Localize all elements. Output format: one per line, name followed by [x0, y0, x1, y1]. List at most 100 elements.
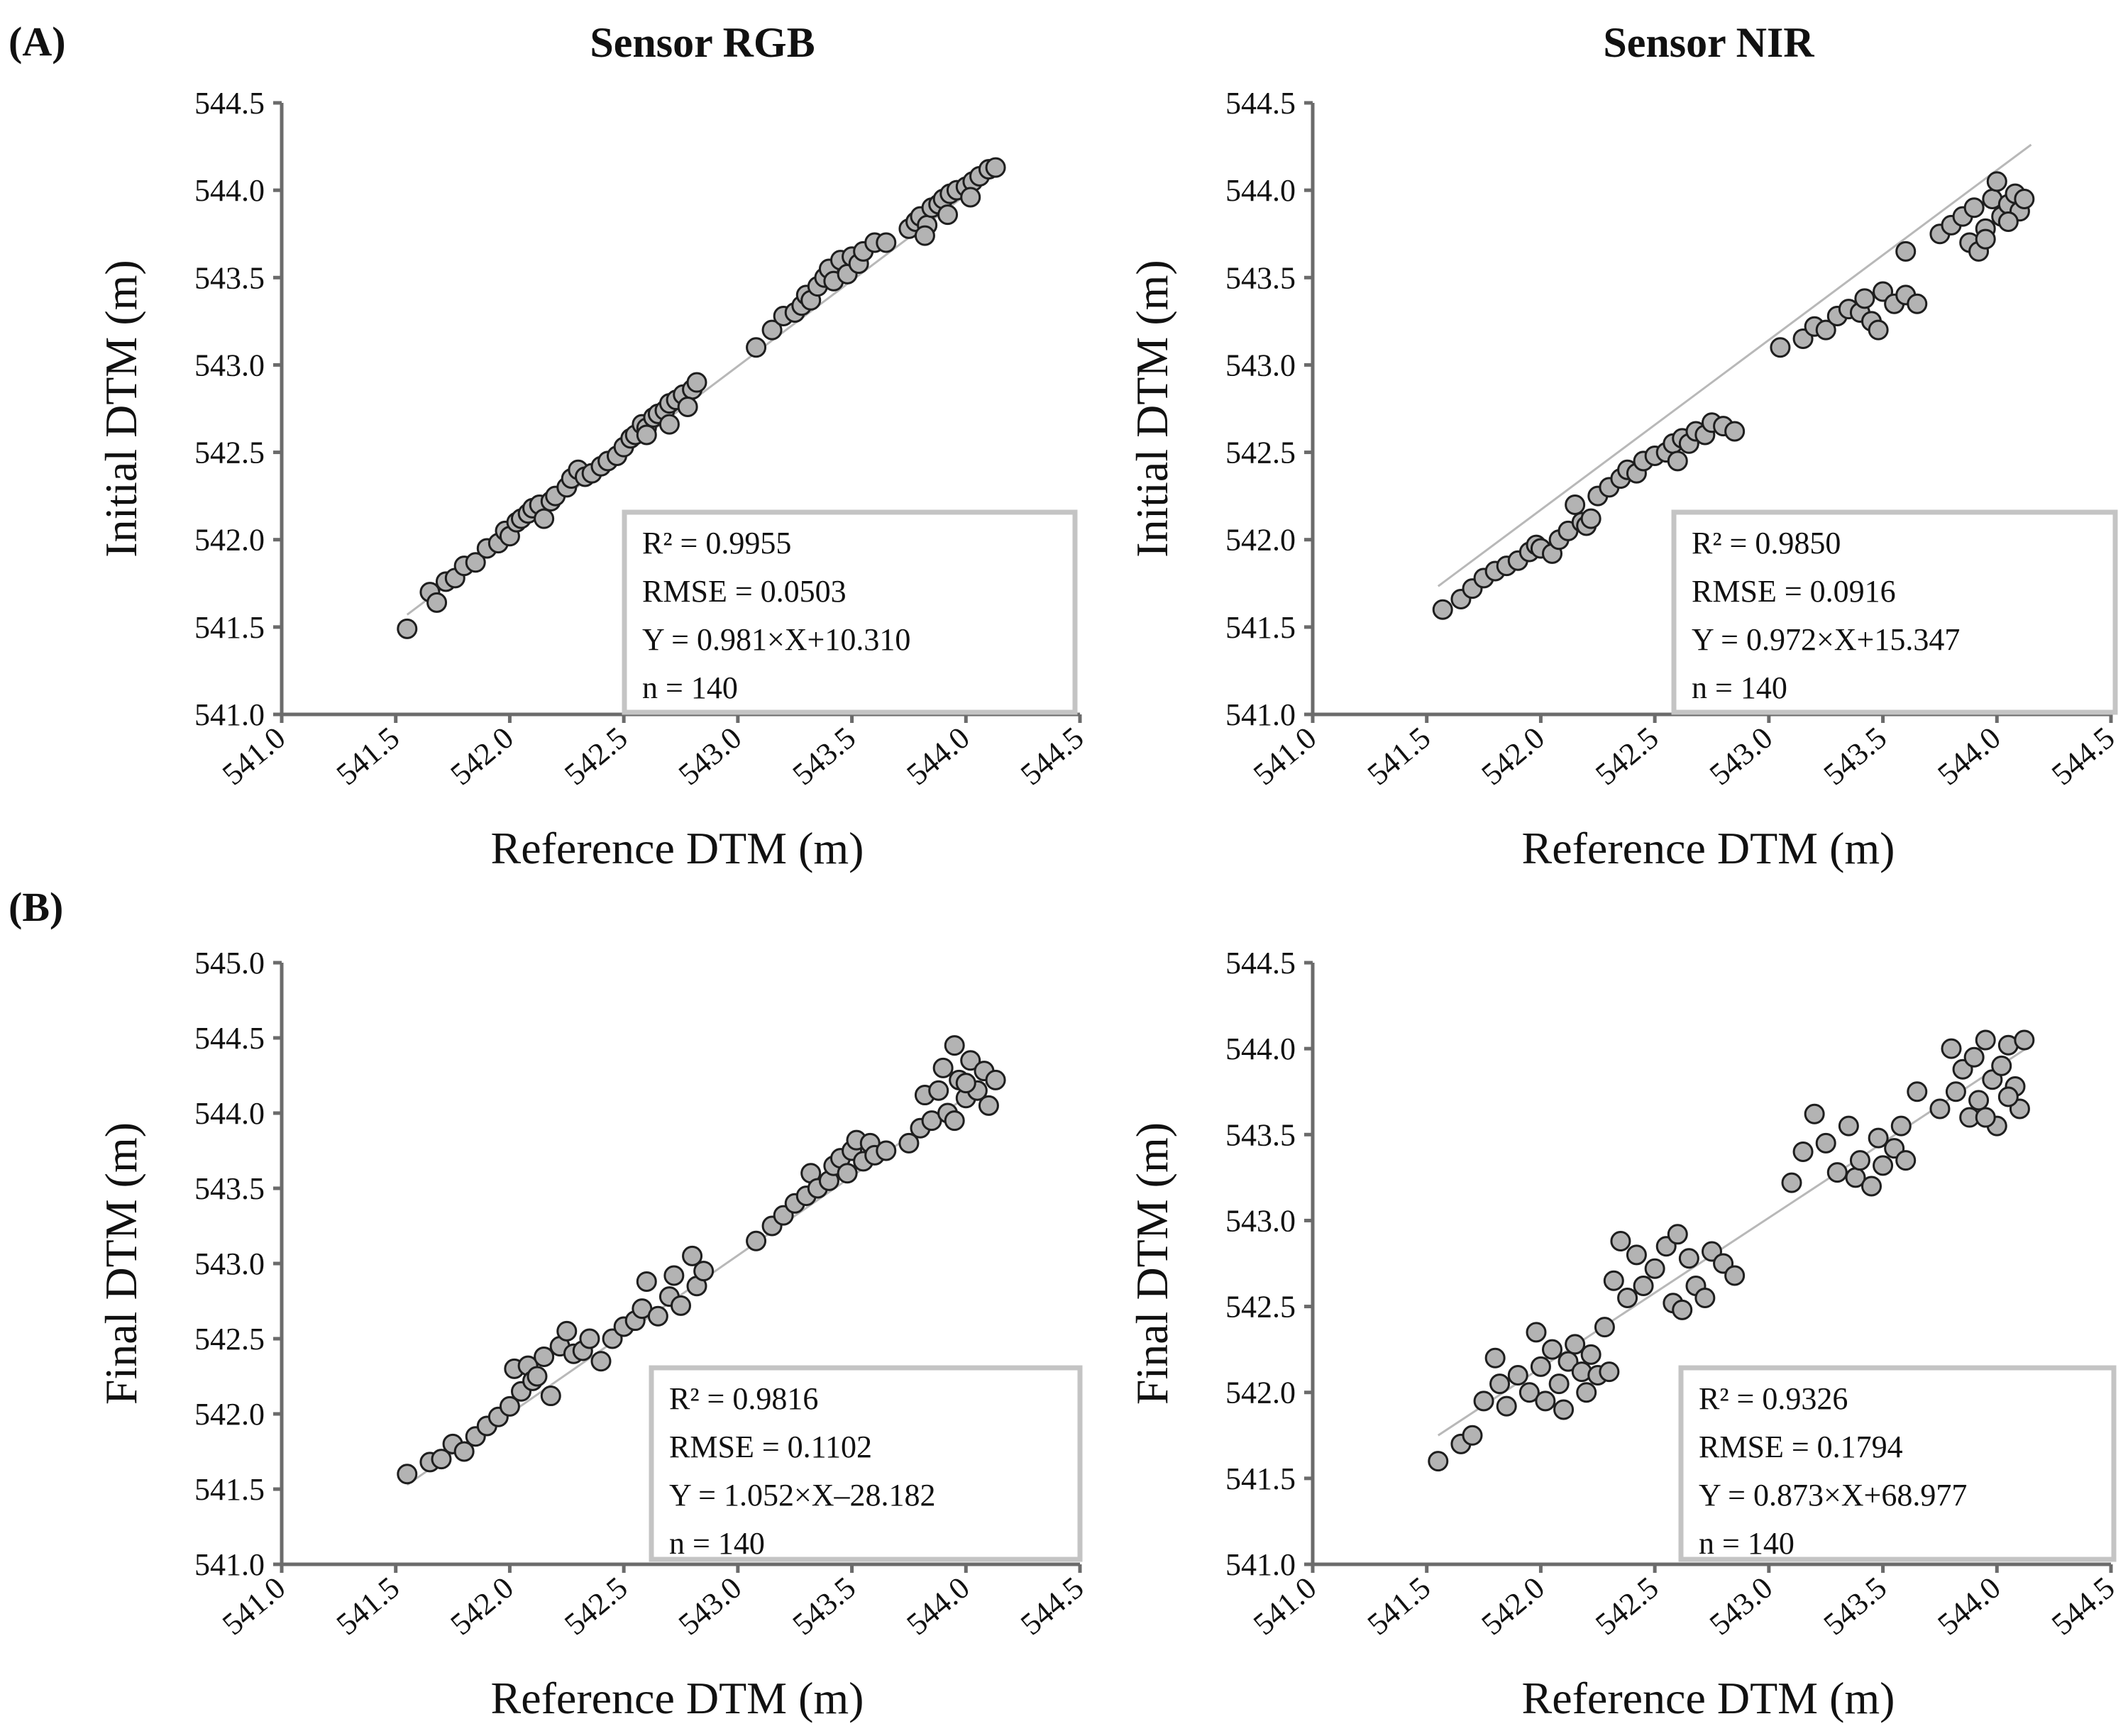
y-tick-label: 544.5	[194, 86, 265, 121]
data-point	[937, 204, 959, 226]
y-tick-label: 543.5	[1225, 1117, 1296, 1152]
data-point	[1991, 1055, 2012, 1076]
data-point	[431, 1449, 452, 1470]
data-point	[682, 1245, 703, 1266]
data-point	[761, 319, 783, 341]
data-point	[1770, 337, 1791, 358]
y-tick-label: 544.5	[194, 1021, 265, 1056]
data-point	[1929, 1098, 1951, 1119]
data-point	[465, 552, 486, 573]
data-point	[876, 1140, 897, 1161]
x-tick-label: 543.0	[672, 1570, 748, 1642]
y-tick-label: 541.0	[1225, 1547, 1296, 1582]
y-tick-label: 542.0	[1225, 523, 1296, 558]
stats-line: n = 140	[1692, 670, 1787, 705]
data-point	[1907, 1081, 1928, 1102]
data-point	[1576, 1382, 1597, 1403]
data-point	[636, 424, 657, 446]
y-tick-label: 544.5	[1225, 86, 1296, 121]
data-point	[1594, 1317, 1615, 1338]
data-point	[1868, 319, 1889, 341]
x-tick-label: 542.0	[1475, 1570, 1551, 1642]
x-tick-label: 543.5	[1817, 720, 1893, 792]
data-point	[1975, 1107, 1996, 1128]
y-tick-label: 543.5	[1225, 260, 1296, 295]
chart-initial-nir: 541.0 541.5 542.0 542.5 543.0 543.5 544.0 544.5…	[1127, 86, 2121, 873]
data-point	[1854, 288, 1875, 309]
y-axis-label: Final DTM (m)	[1127, 1122, 1177, 1405]
data-point	[928, 1080, 949, 1101]
stats-box	[1671, 509, 2118, 715]
data-point	[1626, 1244, 1647, 1266]
data-point	[944, 1035, 965, 1056]
data-point	[556, 1320, 578, 1342]
data-point	[636, 1271, 657, 1292]
data-point	[898, 1132, 920, 1154]
data-point	[1826, 1162, 1848, 1183]
column-title-rgb: Sensor RGB	[590, 19, 815, 66]
data-point	[1997, 1086, 2019, 1107]
data-point	[1473, 1391, 1494, 1412]
x-tick-label: 542.0	[1475, 720, 1551, 792]
x-axis-label: Reference DTM (m)	[1522, 823, 1895, 873]
x-tick-label: 541.5	[1361, 720, 1437, 792]
data-point	[2014, 188, 2035, 209]
data-point	[426, 592, 448, 613]
data-point	[1496, 1395, 1517, 1417]
data-point	[1861, 1176, 1882, 1197]
y-tick-label: 543.5	[194, 260, 265, 295]
x-tick-label: 541.5	[330, 720, 406, 792]
data-point	[1633, 1275, 1654, 1296]
x-tick-label: 543.5	[786, 1570, 862, 1642]
x-tick-label: 543.0	[1703, 720, 1779, 792]
x-tick-label: 544.5	[1014, 720, 1090, 792]
data-point	[1580, 1344, 1601, 1365]
data-point	[677, 397, 698, 418]
data-point	[1724, 1265, 1746, 1286]
y-tick-label: 542.0	[194, 523, 265, 558]
data-point	[1997, 211, 2019, 232]
data-point	[746, 1230, 767, 1251]
data-point	[527, 1366, 548, 1387]
y-tick-label: 543.0	[194, 1246, 265, 1281]
y-axis-label: Final DTM (m)	[96, 1122, 146, 1405]
data-point	[1603, 1270, 1624, 1291]
chart-initial-rgb: 541.0 541.5 542.0 542.5 543.0 543.5 544.0 544.5…	[96, 86, 1090, 873]
x-tick-label: 544.5	[2045, 720, 2121, 792]
stats-line: Y = 0.981×X+10.310	[642, 622, 910, 657]
data-point	[876, 232, 897, 253]
data-point	[1518, 1382, 1540, 1403]
data-point	[534, 1346, 555, 1367]
y-tick-label: 544.0	[194, 1096, 265, 1131]
stats-line: R² = 0.9850	[1692, 526, 1841, 560]
data-point	[663, 1265, 685, 1286]
stats-line: RMSE = 0.1794	[1699, 1430, 1903, 1464]
data-point	[499, 1395, 520, 1417]
data-point	[1548, 1373, 1570, 1395]
y-tick-label: 541.0	[1225, 697, 1296, 732]
stats-line: RMSE = 0.1102	[669, 1430, 872, 1464]
data-point	[1553, 1399, 1575, 1420]
stats-line: Y = 1.052×X–28.182	[669, 1478, 936, 1513]
stats-line: RMSE = 0.0503	[642, 574, 847, 609]
data-point	[579, 1328, 600, 1349]
data-point	[1462, 1425, 1483, 1446]
data-point	[1432, 599, 1453, 620]
stats-box	[622, 509, 1078, 715]
data-point	[1580, 508, 1601, 529]
x-axis-label: Reference DTM (m)	[491, 823, 864, 873]
data-point	[1678, 1248, 1699, 1269]
x-tick-label: 541.5	[330, 1570, 406, 1642]
x-tick-label: 542.5	[558, 1570, 634, 1642]
x-axis-label: Reference DTM (m)	[1522, 1673, 1895, 1723]
data-point	[978, 1095, 999, 1116]
stats-line: Y = 0.972×X+15.347	[1692, 622, 1960, 657]
x-tick-label: 543.5	[1817, 1570, 1893, 1642]
data-point	[955, 1073, 976, 1094]
data-point	[1599, 1361, 1620, 1383]
data-point	[1526, 1322, 1547, 1343]
data-point	[1975, 228, 1996, 250]
panel-label-b: (B)	[9, 884, 63, 930]
x-tick-label: 543.0	[672, 720, 748, 792]
